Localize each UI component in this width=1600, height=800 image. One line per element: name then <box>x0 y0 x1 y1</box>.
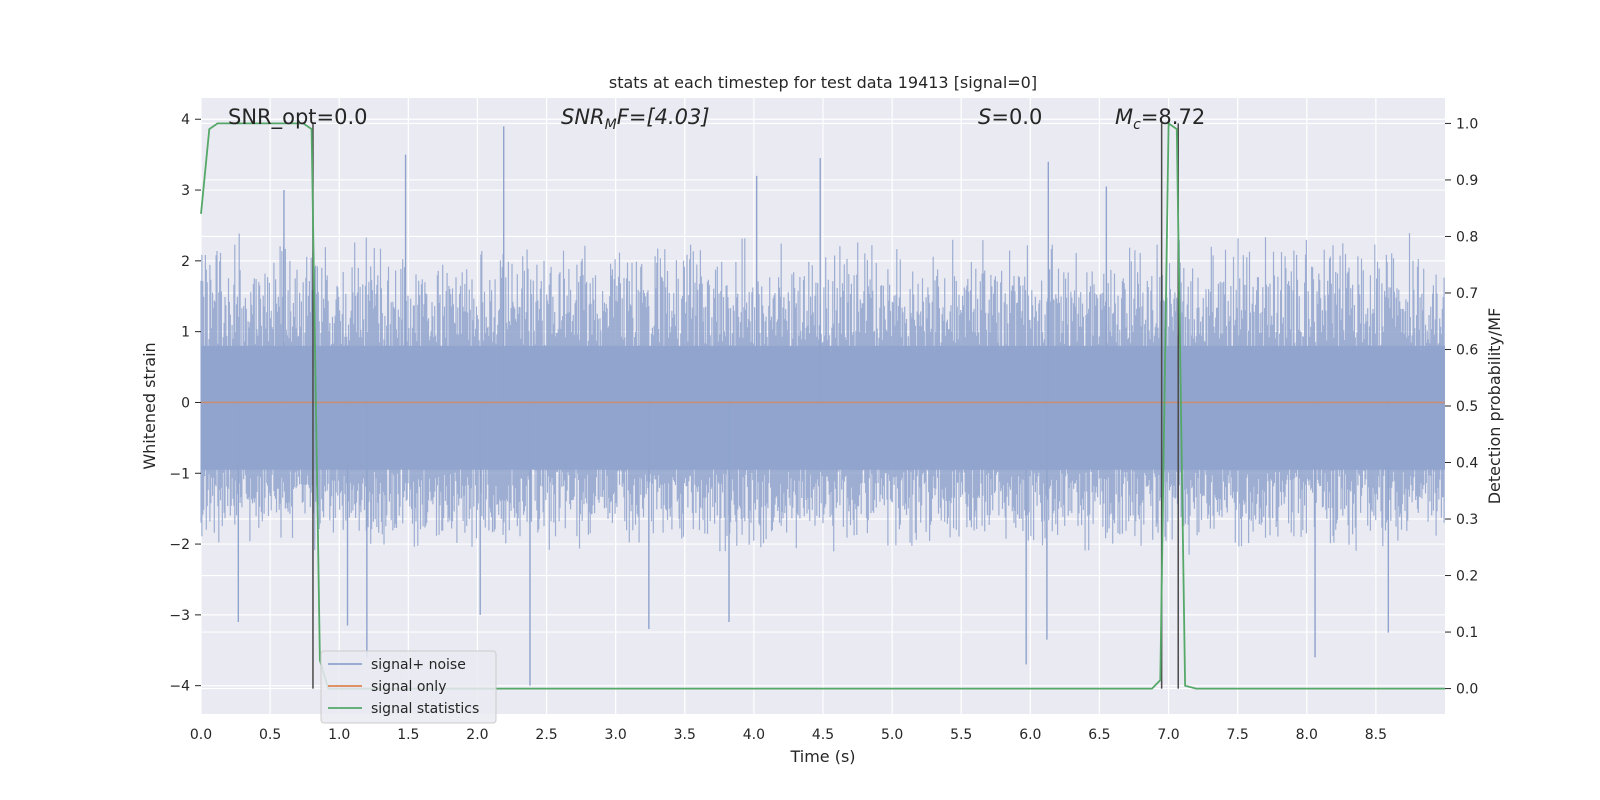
annotation-snr-mf: SNRMF=[4.03] <box>561 105 710 133</box>
snr-mf-prefix: SNR <box>561 105 605 129</box>
x-tick-label: 0.5 <box>259 727 281 743</box>
signal-statistics-line <box>200 121 1445 690</box>
x-tick-label: 6.5 <box>1088 727 1110 743</box>
mc-sub: c <box>1133 117 1141 133</box>
x-tick-label: 7.0 <box>1157 727 1179 743</box>
y2-tick-label: 0.1 <box>1456 625 1478 641</box>
x-tick-label: 1.0 <box>328 727 350 743</box>
x-tick-label: 1.5 <box>397 727 419 743</box>
y2-tick-label: 0.8 <box>1456 229 1478 245</box>
snr-mf-suffix: F=[4.03] <box>617 105 710 129</box>
x-tick-label: 6.0 <box>1019 727 1041 743</box>
y-tick-label: 0 <box>181 395 190 411</box>
x-tick-label: 7.5 <box>1227 727 1249 743</box>
noise-core-band <box>201 345 1445 470</box>
y-tick-label: 1 <box>181 325 190 341</box>
y2-tick-label: 0.9 <box>1456 173 1478 189</box>
legend: signal+ noise signal only signal statist… <box>320 650 497 724</box>
x-tick-label: 3.5 <box>674 727 696 743</box>
legend-box <box>320 650 497 724</box>
x-tick-label: 4.5 <box>812 727 834 743</box>
chart-title: stats at each timestep for test data 194… <box>609 73 1037 92</box>
mc-value: =8.72 <box>1141 105 1205 129</box>
y2-tick-label: 0.4 <box>1456 456 1478 472</box>
y-tick-label: −4 <box>169 679 190 695</box>
tick-labels: 0.0 0.5 1.0 1.5 2.0 2.5 3.0 3.5 4.0 4.5 5.0 5.5 6.0 6… <box>169 112 1478 743</box>
y-tick-label: −1 <box>169 466 190 482</box>
series-signal-statistics <box>200 121 1445 690</box>
y2-tick-label: 0.6 <box>1456 342 1478 358</box>
x-tick-label: 4.0 <box>743 727 765 743</box>
legend-label-stats: signal statistics <box>371 701 479 717</box>
y2-tick-label: 1.0 <box>1456 116 1478 132</box>
y2-tick-label: 0.0 <box>1456 682 1478 698</box>
x-tick-label: 5.5 <box>950 727 972 743</box>
x-tick-label: 2.0 <box>466 727 488 743</box>
x-tick-label: 8.5 <box>1365 727 1387 743</box>
series-signal-plus-noise <box>200 126 1445 686</box>
x-axis-label: Time (s) <box>789 747 855 766</box>
legend-label-signal-only: signal only <box>371 679 446 695</box>
x-tick-label: 3.0 <box>605 727 627 743</box>
y2-tick-label: 0.7 <box>1456 286 1478 302</box>
y-axis-label: Whitened strain <box>140 342 159 469</box>
annotation-mc: Mc=8.72 <box>1115 105 1205 133</box>
y-tick-label: 3 <box>181 183 190 199</box>
annotation-snr-opt: SNR_opt=0.0 <box>228 105 368 130</box>
y-tick-label: 4 <box>181 112 190 128</box>
y2-tick-label: 0.2 <box>1456 569 1478 585</box>
s-italic: S <box>978 105 991 129</box>
y-tick-label: −2 <box>169 537 190 553</box>
x-tick-label: 8.0 <box>1296 727 1318 743</box>
y2-tick-label: 0.3 <box>1456 512 1478 528</box>
x-tick-label: 5.0 <box>881 727 903 743</box>
y2-axis-label: Detection probability/MF <box>1485 308 1504 505</box>
legend-label-noise: signal+ noise <box>371 657 466 673</box>
annotation-s: S=0.0 <box>978 105 1042 129</box>
s-value: =0.0 <box>991 105 1042 129</box>
x-tick-label: 2.5 <box>535 727 557 743</box>
mc-italic: M <box>1115 105 1133 129</box>
snr-mf-sub: M <box>605 117 617 133</box>
y2-tick-label: 0.5 <box>1456 399 1478 415</box>
x-tick-label: 0.0 <box>190 727 212 743</box>
y-tick-label: −3 <box>169 608 190 624</box>
y-tick-label: 2 <box>181 254 190 270</box>
